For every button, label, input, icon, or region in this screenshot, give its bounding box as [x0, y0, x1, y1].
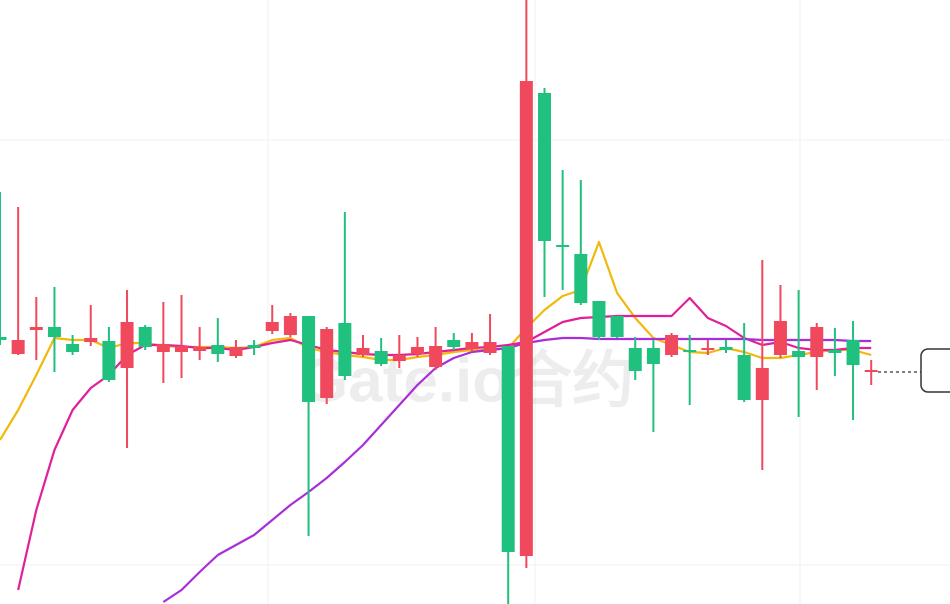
candle-body: [556, 245, 570, 247]
watermark: Gate.io合约: [300, 346, 634, 415]
candle-body: [864, 370, 878, 372]
candle-body: [810, 327, 824, 357]
candle-body: [102, 341, 116, 380]
candle-body: [646, 348, 660, 364]
candle-body: [374, 351, 388, 364]
candles: [0, 0, 878, 604]
moving-average-line: [162, 336, 872, 603]
vertical-grid: [267, 0, 801, 604]
candle-body: [792, 351, 806, 357]
candle-body: [84, 338, 98, 342]
candle-body: [66, 344, 80, 352]
candle-body: [320, 329, 334, 398]
candle-body: [737, 355, 751, 400]
candle-body: [610, 316, 624, 337]
moving-averages: [0, 240, 872, 603]
candle-body: [211, 345, 225, 354]
candle-body: [719, 347, 733, 350]
candle-body: [120, 322, 134, 368]
candle-body: [465, 342, 479, 349]
grid: [0, 139, 950, 566]
candle-body: [47, 327, 61, 337]
candle-body: [356, 348, 370, 355]
candle-body: [701, 348, 715, 350]
candle-body: [392, 355, 406, 361]
candle-body: [429, 346, 443, 367]
candle-body: [628, 348, 642, 371]
candle-body: [138, 327, 152, 347]
candle-body: [501, 346, 515, 552]
candle-body: [0, 337, 7, 340]
candle-body: [665, 335, 679, 355]
candle-body: [265, 322, 279, 331]
candle-body: [247, 345, 261, 348]
candle-body: [828, 350, 842, 353]
candle-body: [447, 340, 461, 347]
candle-body: [302, 316, 316, 402]
price-label-box: [920, 348, 950, 393]
candle-body: [283, 316, 297, 335]
candle-body: [338, 323, 352, 376]
candle-body: [410, 347, 424, 354]
candle-body: [592, 301, 606, 337]
candle-body: [574, 254, 588, 303]
candle-body: [538, 93, 551, 241]
candle-body: [11, 340, 25, 354]
candle-body: [483, 342, 497, 353]
candle-body: [29, 327, 43, 330]
candle-body: [193, 347, 207, 351]
candle-body: [156, 344, 170, 352]
candle-body: [846, 340, 860, 365]
candle-body: [175, 346, 188, 352]
candle-body: [683, 350, 697, 352]
candle-body: [229, 347, 243, 356]
candle-body: [773, 321, 787, 355]
candle-body: [755, 368, 769, 400]
candle-body: [519, 81, 533, 556]
